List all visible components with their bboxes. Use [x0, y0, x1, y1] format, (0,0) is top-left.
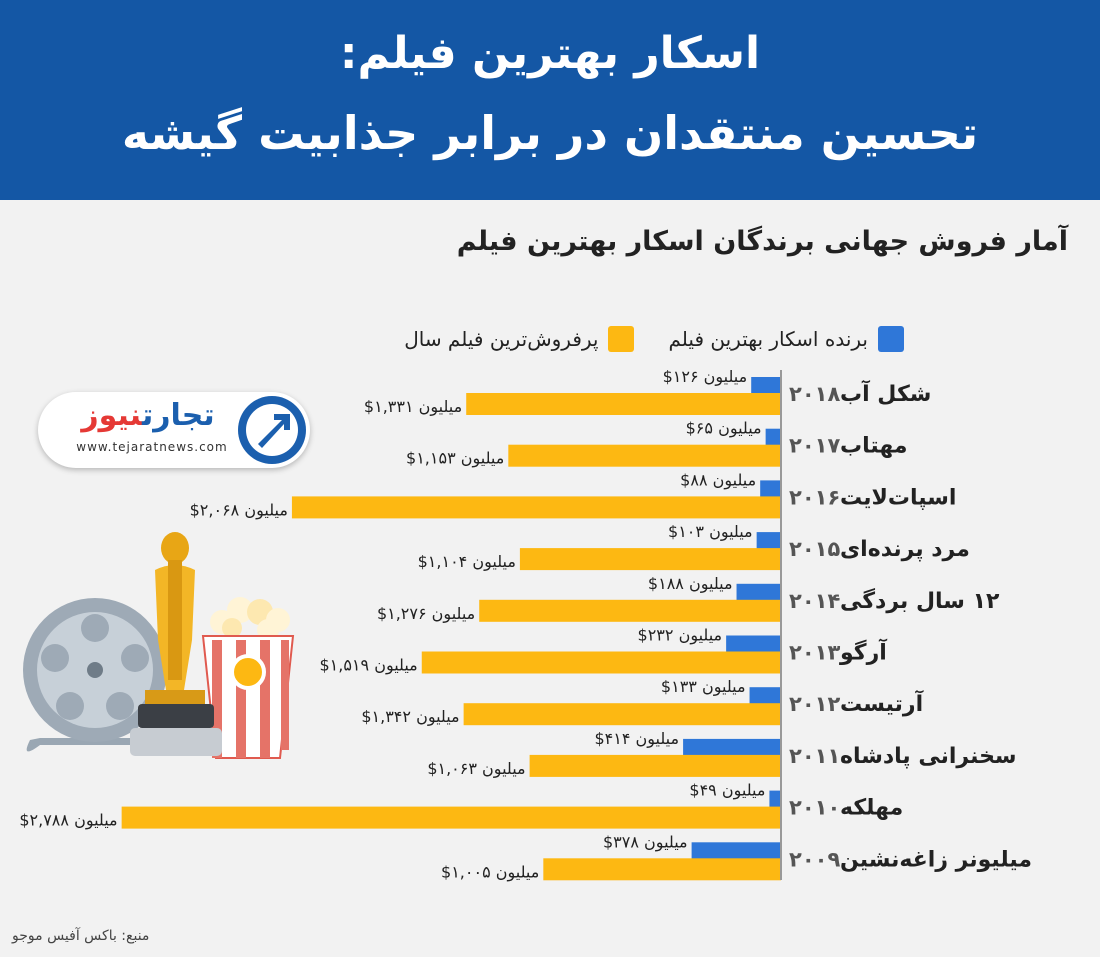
- bars-group: $۱۲۶ میلیون $۱,۳۳۱ میلیون ۲۰۱۸ شکل آب $۶۵ می…: [19, 367, 1032, 882]
- bar-topgrossing-2: [291, 496, 781, 519]
- page-title-line-2: تحسین منتقدان در برابر جذابیت گیشه: [121, 106, 979, 160]
- tick-label-film-4: ۱۲ سال بردگی: [840, 587, 1000, 614]
- data-label-topgrossing-3: $۱,۱۰۴ میلیون: [418, 552, 516, 572]
- legend-label-topgrossing: پرفروش‌ترین فیلم سال: [404, 327, 599, 351]
- data-label-topgrossing-9: $۱,۰۰۵ میلیون: [441, 862, 539, 882]
- data-label-winner-4: $۱۸۸ میلیون: [648, 574, 733, 594]
- tick-label-film-0: شکل آب: [840, 379, 931, 407]
- tejaratnews-logo: تجارتنیوز www.tejaratnews.com: [38, 392, 310, 468]
- tick-label-film-2: اسپات‌لایت: [840, 485, 956, 510]
- bar-topgrossing-5: [421, 651, 781, 674]
- data-label-winner-5: $۲۳۲ میلیون: [638, 626, 723, 646]
- oscar-statuette-icon: [130, 532, 222, 756]
- data-label-winner-1: $۶۵ میلیون: [686, 419, 762, 439]
- tick-label-film-9: میلیونر زاغه‌نشین: [840, 847, 1032, 872]
- tick-label-film-6: آرتیست: [840, 689, 924, 717]
- bar-topgrossing-7: [529, 754, 781, 777]
- cinema-illustration: [23, 532, 295, 759]
- popcorn-box-icon: [201, 597, 295, 759]
- chart-legend: برنده اسکار بهترین فیلم پرفروش‌ترین فیلم…: [404, 322, 904, 356]
- tick-label-film-7: سخنرانی پادشاه: [840, 744, 1017, 769]
- tick-label-film-1: مهتاب: [840, 434, 908, 459]
- data-label-winner-2: $۸۸ میلیون: [680, 470, 756, 490]
- tick-label-year-8: ۲۰۱۰: [789, 796, 840, 820]
- tick-label-year-9: ۲۰۰۹: [789, 847, 840, 871]
- data-label-topgrossing-7: $۱,۰۶۳ میلیون: [427, 759, 525, 779]
- data-label-topgrossing-8: $۲,۷۸۸ میلیون: [19, 811, 117, 831]
- bar-topgrossing-6: [463, 703, 781, 726]
- logo-brand-text: تجارتنیوز: [58, 398, 238, 433]
- bar-topgrossing-4: [479, 599, 781, 622]
- page-title-line-1: اسکار بهترین فیلم:: [339, 28, 761, 79]
- tick-label-year-5: ۲۰۱۳: [789, 641, 840, 665]
- tick-label-year-4: ۲۰۱۴: [789, 589, 840, 613]
- legend-label-winner: برنده اسکار بهترین فیلم: [668, 327, 868, 351]
- legend-swatch-winner: [878, 326, 904, 352]
- data-label-topgrossing-5: $۱,۵۱۹ میلیون: [319, 656, 417, 676]
- source-note: منبع: باکس آفیس موجو: [12, 928, 150, 944]
- bar-topgrossing-8: [121, 806, 781, 829]
- tick-label-year-2: ۲۰۱۶: [789, 485, 840, 509]
- data-label-topgrossing-0: $۱,۳۳۱ میلیون: [364, 397, 462, 417]
- data-label-winner-8: $۴۹ میلیون: [689, 781, 765, 801]
- tick-label-film-8: مهلکه: [840, 796, 903, 821]
- tick-label-year-0: ۲۰۱۸: [789, 382, 840, 406]
- title-banner: اسکار بهترین فیلم: تحسین منتقدان در براب…: [0, 0, 1100, 200]
- data-label-winner-9: $۳۷۸ میلیون: [603, 832, 688, 852]
- legend-swatch-topgrossing: [608, 326, 635, 352]
- tick-label-year-6: ۲۰۱۲: [789, 692, 840, 716]
- bar-topgrossing-0: [466, 393, 781, 415]
- data-label-topgrossing-1: $۱,۱۵۳ میلیون: [406, 449, 504, 469]
- logo-brand-part1: تجارت: [141, 398, 215, 433]
- bar-winner-8: [769, 790, 781, 813]
- data-label-topgrossing-4: $۱,۲۷۶ میلیون: [377, 604, 475, 624]
- data-label-topgrossing-2: $۲,۰۶۸ میلیون: [190, 500, 288, 520]
- chart-subtitle: آمار فروش جهانی برندگان اسکار بهترین فیل…: [456, 226, 1068, 257]
- tick-label-year-1: ۲۰۱۷: [789, 434, 840, 458]
- data-label-topgrossing-6: $۱,۳۴۲ میلیون: [361, 707, 459, 727]
- tejaratnews-arrow-logo-icon: [238, 396, 306, 464]
- tick-label-film-3: مرد پرنده‌ای: [840, 537, 970, 562]
- bar-topgrossing-3: [519, 548, 781, 571]
- bar-topgrossing-9: [543, 858, 781, 881]
- bar-topgrossing-1: [508, 444, 781, 467]
- data-label-winner-7: $۴۱۴ میلیون: [594, 729, 679, 749]
- tick-label-year-3: ۲۰۱۵: [789, 537, 840, 561]
- legend-item-winner: برنده اسکار بهترین فیلم: [668, 326, 904, 352]
- tick-label-film-5: آرگو: [839, 638, 887, 666]
- data-label-winner-0: $۱۲۶ میلیون: [663, 367, 748, 387]
- data-label-winner-3: $۱۰۳ میلیون: [668, 522, 753, 542]
- logo-brand-part2: نیوز: [81, 398, 142, 433]
- data-label-winner-6: $۱۳۳ میلیون: [661, 677, 746, 697]
- film-reel-icon: [23, 598, 167, 752]
- legend-item-topgrossing: پرفروش‌ترین فیلم سال: [404, 326, 635, 352]
- logo-url: www.tejaratnews.com: [76, 440, 228, 454]
- tick-label-year-7: ۲۰۱۱: [789, 744, 840, 768]
